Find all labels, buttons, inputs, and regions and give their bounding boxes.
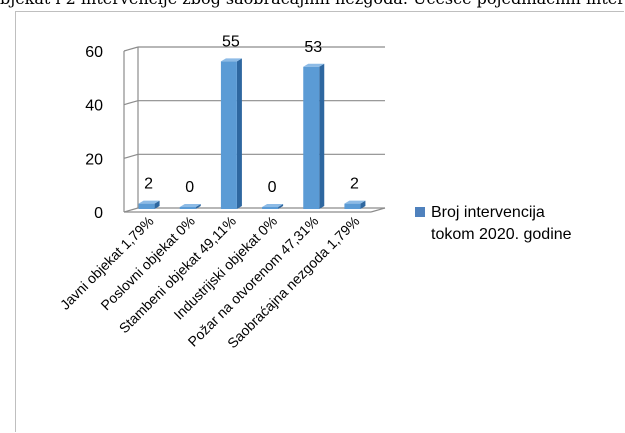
y-axis-ticks: 0 20 40 60 — [85, 44, 103, 222]
bar — [138, 200, 160, 209]
bar-front — [344, 203, 361, 209]
bar — [220, 58, 242, 209]
bar-side — [278, 204, 284, 209]
data-label: 2 — [144, 176, 153, 193]
legend-swatch — [415, 207, 425, 217]
bar — [179, 204, 201, 209]
gridline-side — [123, 207, 139, 213]
bars — [138, 58, 366, 210]
chart-frame — [15, 11, 624, 432]
y-tick-label: 20 — [85, 151, 103, 168]
bar-front — [220, 61, 237, 209]
data-label: 2 — [350, 176, 359, 193]
gridline-side — [123, 100, 139, 106]
data-labels: 2 0 55 0 53 2 — [144, 33, 359, 196]
data-label: 53 — [304, 39, 322, 56]
bar — [262, 204, 284, 209]
bar-front — [303, 66, 320, 210]
data-label: 0 — [185, 179, 194, 196]
bar-side — [360, 200, 366, 209]
legend: Broj intervencija tokom 2020. godine — [415, 204, 572, 243]
grid-lines — [123, 46, 386, 213]
document-text-line: bjekat i 2 intervencije zbog saobraćajni… — [0, 0, 625, 9]
bar-front — [138, 203, 155, 209]
bar-side — [154, 200, 160, 209]
bar-top — [262, 204, 284, 207]
y-tick-label: 60 — [85, 44, 103, 61]
bar-front — [179, 207, 196, 209]
bar-top — [179, 204, 201, 207]
y-tick-label: 0 — [94, 205, 103, 222]
bar-side — [236, 58, 242, 209]
bar — [344, 200, 366, 209]
bar-side — [195, 204, 201, 209]
gridline-side — [123, 46, 139, 52]
bar-top — [220, 58, 242, 62]
data-label: 0 — [268, 179, 277, 196]
gridline-side — [123, 153, 139, 159]
bar-side — [319, 63, 325, 210]
data-label: 55 — [222, 33, 240, 50]
bar-top — [344, 200, 366, 204]
bar-top — [303, 63, 325, 67]
x-axis-labels: Javni objekat 1,79%Poslovni objekat 0%St… — [57, 213, 363, 351]
legend-label-line1: Broj intervencija — [431, 204, 545, 221]
bar — [303, 63, 325, 210]
bar-front — [262, 207, 279, 209]
bar-top — [138, 200, 160, 204]
floor-right-edge — [370, 207, 386, 213]
legend-label-line2: tokom 2020. godine — [431, 226, 572, 243]
y-tick-label: 40 — [85, 98, 103, 115]
